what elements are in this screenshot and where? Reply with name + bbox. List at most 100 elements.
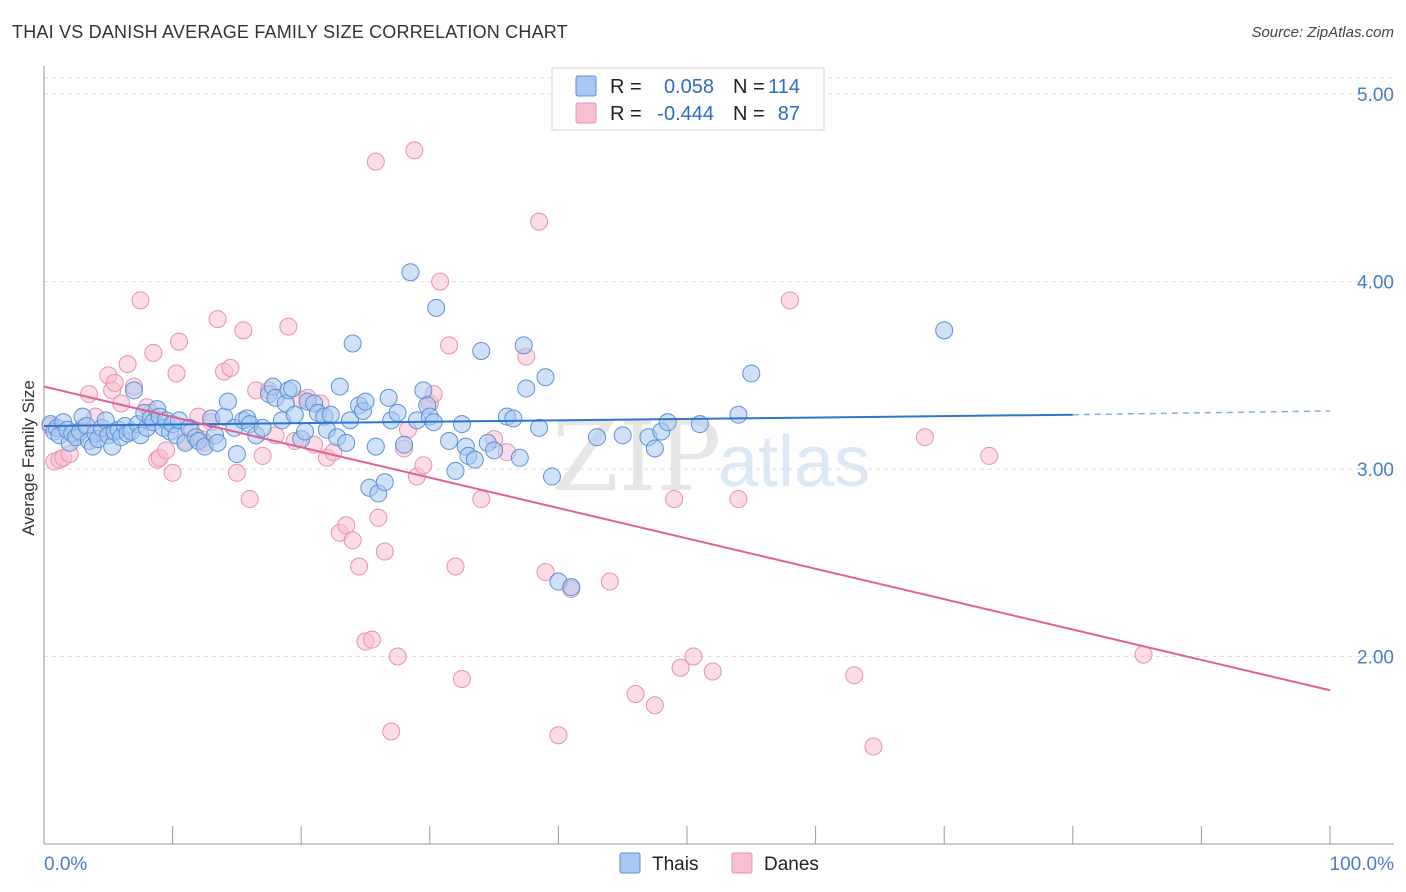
x-tick-labels: 0.0% 100.0% [44, 854, 1394, 875]
legend-danes-r-value: -0.444 [657, 103, 714, 125]
danes-point [845, 666, 864, 685]
legend-thais-n-label: N = [733, 76, 765, 98]
y-tick-label: 3.00 [1357, 460, 1394, 481]
y-tick-labels: 2.00 3.00 4.00 5.00 [1357, 85, 1394, 668]
danes-point [131, 291, 150, 310]
thais-point [427, 298, 446, 317]
bottom-legend-thais: Thais [652, 854, 698, 875]
thais-trend-line [43, 413, 1073, 427]
thais-point [366, 437, 385, 456]
danes-point [253, 446, 272, 465]
gridlines [44, 77, 1394, 658]
danes-point [208, 310, 227, 329]
thais-point [337, 433, 356, 452]
danes-point [780, 291, 799, 310]
y-tick-label: 4.00 [1357, 273, 1394, 294]
thais-point [285, 405, 304, 424]
thais-points [41, 263, 954, 597]
legend-swatch-thais [575, 75, 597, 97]
danes-point [440, 336, 459, 355]
danes-point [144, 343, 163, 362]
danes-point [536, 563, 555, 582]
danes-point [864, 737, 883, 756]
danes-point [626, 685, 645, 704]
danes-point [366, 152, 385, 171]
legend-thais-r-value: 0.058 [664, 76, 714, 98]
thais-point [341, 411, 360, 430]
danes-point [157, 441, 176, 460]
danes-point [645, 696, 664, 715]
thais-point [330, 377, 349, 396]
danes-point [388, 647, 407, 666]
danes-point [684, 647, 703, 666]
thais-point [283, 379, 302, 398]
danes-point [414, 456, 433, 475]
danes-point [431, 272, 450, 291]
danes-point [671, 658, 690, 677]
series-legend: Thais Danes [619, 852, 819, 875]
danes-point [665, 490, 684, 509]
danes-point [729, 490, 748, 509]
thais-point [514, 336, 533, 355]
y-axis-title: Average Family Size [19, 380, 38, 536]
danes-point [980, 446, 999, 465]
thais-point [321, 405, 340, 424]
thais-point [472, 341, 491, 360]
danes-point [472, 490, 491, 509]
thais-point [452, 415, 471, 434]
danes-point [234, 321, 253, 340]
danes-point [170, 332, 189, 351]
danes-point [105, 373, 124, 392]
thais-point [379, 388, 398, 407]
thais-point [536, 368, 555, 387]
thais-point [401, 263, 420, 282]
x-tick-label-max: 100.0% [1330, 854, 1395, 875]
thais-point [375, 473, 394, 492]
thais-point [729, 405, 748, 424]
danes-point [405, 141, 424, 160]
danes-point [375, 542, 394, 561]
thais-point [935, 321, 954, 340]
chart-title: THAI VS DANISH AVERAGE FAMILY SIZE CORRE… [12, 22, 568, 42]
thais-point [562, 578, 581, 597]
danes-point [362, 630, 381, 649]
danes-point [549, 726, 568, 745]
thais-point [125, 381, 144, 400]
y-tick-label: 5.00 [1357, 85, 1394, 106]
thais-point [218, 392, 237, 411]
danes-point [530, 212, 549, 231]
legend-box [551, 67, 825, 131]
thais-point [645, 439, 664, 458]
legend-thais-n-value: 114 [768, 76, 800, 98]
danes-point [221, 358, 240, 377]
legend-danes-n-value: 87 [778, 103, 800, 125]
thais-point [253, 418, 272, 437]
danes-trend-line [43, 385, 1331, 692]
thais-point [542, 467, 561, 486]
danes-point [163, 463, 182, 482]
danes-point [80, 385, 99, 404]
danes-point [227, 463, 246, 482]
axes [43, 66, 1394, 845]
legend-danes-r-label: R = [610, 103, 642, 125]
thais-point [504, 409, 523, 428]
danes-point [240, 490, 259, 509]
thais-point [587, 428, 606, 447]
danes-point [279, 317, 298, 336]
thais-point [485, 441, 504, 460]
thais-point [465, 450, 484, 469]
thais-point [446, 461, 465, 480]
thais-point [343, 334, 362, 353]
trend-lines [43, 385, 1331, 692]
danes-point [703, 662, 722, 681]
danes-point [915, 428, 934, 447]
thais-point [613, 426, 632, 445]
thais-point [658, 413, 677, 432]
bottom-legend-swatch-thais [619, 852, 641, 874]
danes-point [1134, 645, 1153, 664]
thais-point [227, 445, 246, 464]
thais-point [510, 448, 529, 467]
danes-point [337, 516, 356, 535]
thais-point [356, 392, 375, 411]
bottom-legend-swatch-danes [731, 852, 753, 874]
